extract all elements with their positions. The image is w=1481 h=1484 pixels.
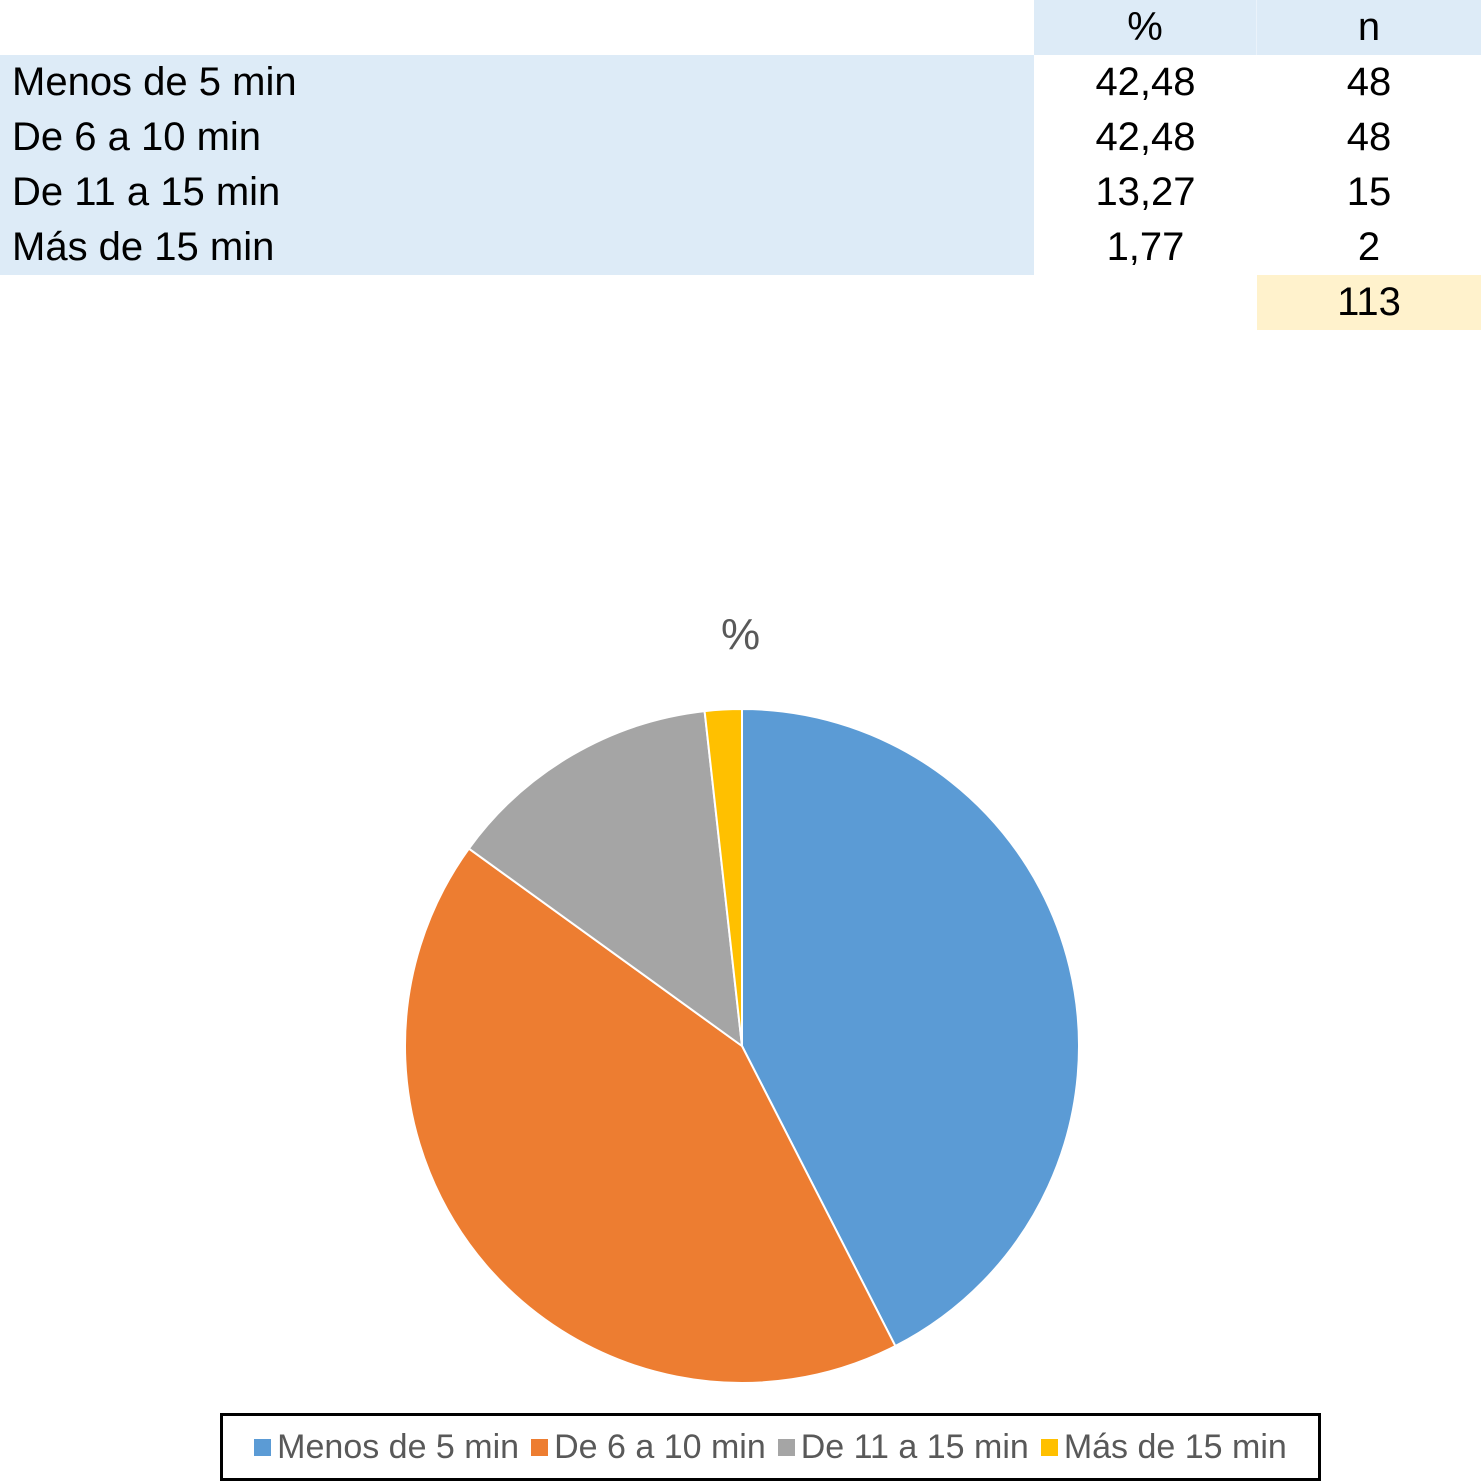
row-pct: 42,48	[1095, 115, 1196, 159]
table-row: Más de 15 min 1,77 2	[0, 220, 1481, 275]
legend-item: Menos de 5 min	[254, 1428, 519, 1467]
table-total-row: 113	[0, 275, 1481, 330]
pie-slice-1	[741, 707, 1080, 1348]
table-row: Menos de 5 min 42,48 48	[0, 55, 1481, 110]
pie-svg	[404, 707, 1080, 1384]
pie-slice-4	[703, 707, 743, 1047]
legend-label: De 6 a 10 min	[554, 1427, 766, 1466]
pie-chart: % Menos de 5 min De 6 a 10 min De 11 a 15 …	[0, 590, 1481, 1484]
legend-swatch	[531, 1438, 549, 1456]
chart-title: %	[720, 610, 761, 659]
row-pct: 42,48	[1095, 60, 1196, 104]
row-n: 48	[1346, 115, 1392, 159]
total-n: 113	[1257, 275, 1481, 330]
legend-item: De 6 a 10 min	[531, 1428, 766, 1467]
legend-item: Más de 15 min	[1040, 1427, 1287, 1467]
row-label: De 6 a 10 min	[0, 110, 1034, 165]
legend-swatch	[1040, 1438, 1058, 1456]
header-n: n	[1257, 0, 1481, 55]
row-n: 48	[1346, 60, 1392, 104]
legend-label: De 11 a 15 min	[800, 1427, 1029, 1466]
row-label: De 11 a 15 min	[0, 165, 1034, 220]
table-row: De 11 a 15 min 13,27 15	[0, 165, 1481, 220]
chart-legend: Menos de 5 min De 6 a 10 min De 11 a 15 mi…	[220, 1413, 1321, 1481]
row-label: Menos de 5 min	[0, 55, 1034, 110]
legend-item: De 11 a 15 min	[777, 1427, 1029, 1467]
row-label: Más de 15 min	[0, 220, 1034, 275]
legend-label: Más de 15 min	[1063, 1427, 1287, 1466]
row-n: 2	[1357, 225, 1381, 269]
row-pct: 13,27	[1095, 170, 1196, 214]
legend-label: Menos de 5 min	[277, 1427, 520, 1466]
data-table: % n Menos de 5 min 42,48 48 De 6 a 10 mi…	[0, 0, 1481, 330]
table-row: De 6 a 10 min 42,48 48	[0, 110, 1481, 165]
pie-slice-3	[467, 709, 744, 1049]
legend-swatch	[777, 1438, 795, 1456]
row-n: 15	[1346, 170, 1392, 214]
header-pct: %	[1034, 0, 1257, 55]
legend-swatch	[254, 1438, 272, 1456]
table-header-row: % n	[0, 0, 1481, 55]
row-pct: 1,77	[1106, 225, 1185, 269]
pie-slice-2	[404, 847, 897, 1384]
